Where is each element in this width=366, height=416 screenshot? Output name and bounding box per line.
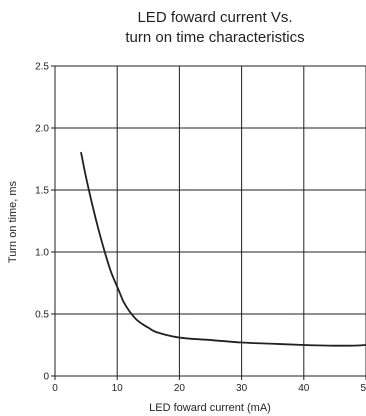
y-tick-label: 2.0	[35, 124, 49, 135]
x-tick-label: 0	[52, 383, 58, 394]
y-axis-label: Turn on time, ms	[7, 180, 19, 263]
y-axis-ticks: 0 0.5 1.0 1.5 2.0 2.5	[35, 62, 55, 383]
chart-title-line-2: turn on time characteristics	[125, 29, 304, 46]
x-axis-ticks: 0 10 20 30 40 50	[52, 376, 366, 394]
y-tick-label: 0	[43, 372, 49, 383]
series-group	[80, 151, 366, 347]
y-tick-label: 1.5	[35, 186, 49, 197]
series-line-0	[80, 151, 366, 347]
y-tick-label: 2.5	[35, 62, 49, 73]
y-tick-label: 1.0	[35, 248, 49, 259]
x-tick-label: 10	[112, 383, 124, 394]
y-tick-label: 0.5	[35, 310, 49, 321]
plot-frame	[54, 65, 366, 377]
chart-title-line-1: LED foward current Vs.	[137, 9, 292, 26]
x-axis-label: LED foward current (mA)	[149, 402, 271, 414]
chart-title: LED foward current Vs. turn on time char…	[125, 9, 304, 46]
x-tick-label: 50	[360, 383, 366, 394]
x-tick-label: 20	[174, 383, 186, 394]
x-tick-label: 30	[236, 383, 248, 394]
x-tick-label: 40	[298, 383, 310, 394]
grid	[55, 66, 366, 376]
